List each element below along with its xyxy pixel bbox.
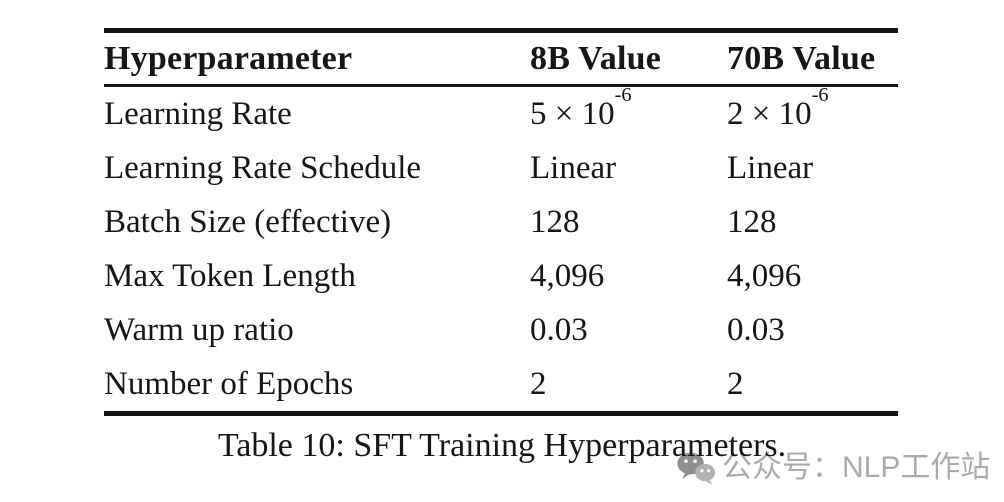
table-cell: 4,096 bbox=[530, 257, 605, 294]
table-cell: 4,096 bbox=[727, 257, 802, 294]
table-cell: 128 bbox=[727, 203, 777, 240]
table-row: Batch Size (effective) 128 128 bbox=[104, 195, 898, 249]
table-header-row: Hyperparameter 8B Value 70B Value bbox=[104, 33, 898, 84]
table-cell: 0.03 bbox=[727, 311, 785, 348]
table-body: Learning Rate 5 × 10-6 2 × 10-6 Learning Ra… bbox=[104, 83, 898, 411]
table-cell: 2 bbox=[727, 365, 744, 402]
column-header-8b-value: 8B Value bbox=[530, 39, 662, 77]
table-cell: Linear bbox=[530, 149, 617, 186]
table-cell: Number of Epochs bbox=[104, 365, 354, 402]
table-row: Learning Rate Schedule Linear Linear bbox=[104, 141, 898, 195]
watermark-text: 公众号：NLP工作站 bbox=[722, 451, 991, 484]
table-bottom-rule bbox=[104, 411, 898, 416]
column-header-70b-value: 70B Value bbox=[727, 39, 876, 77]
table-cell: Warm up ratio bbox=[104, 311, 294, 348]
table-cell: Linear bbox=[727, 149, 814, 186]
table-caption: Table 10: SFT Training Hyperparameters. bbox=[217, 427, 787, 464]
table-row: Warm up ratio 0.03 0.03 bbox=[104, 303, 898, 357]
column-header-hyperparameter: Hyperparameter bbox=[104, 39, 353, 77]
table-mid-rule bbox=[104, 84, 898, 87]
table-cell: Max Token Length bbox=[104, 257, 356, 294]
table-cell: 0.03 bbox=[530, 311, 588, 348]
table-cell: Learning Rate Schedule bbox=[104, 149, 422, 186]
table-cell: 5 × 10-6 bbox=[530, 83, 632, 132]
hyperparameter-table: Hyperparameter 8B Value 70B Value Learni… bbox=[104, 28, 898, 416]
table-cell: 128 bbox=[530, 203, 580, 240]
table-row: Number of Epochs 2 2 bbox=[104, 357, 898, 411]
table-row: Max Token Length 4,096 4,096 bbox=[104, 249, 898, 303]
table-cell: 2 × 10-6 bbox=[727, 83, 829, 132]
watermark: 公众号：NLP工作站 bbox=[676, 448, 990, 488]
table-cell: Batch Size (effective) bbox=[104, 203, 392, 240]
wechat-icon bbox=[677, 452, 716, 485]
table-cell: 2 bbox=[530, 365, 547, 402]
table-row: Learning Rate 5 × 10-6 2 × 10-6 bbox=[104, 83, 898, 141]
table-top-rule bbox=[104, 28, 898, 33]
table-cell: Learning Rate bbox=[104, 95, 292, 132]
